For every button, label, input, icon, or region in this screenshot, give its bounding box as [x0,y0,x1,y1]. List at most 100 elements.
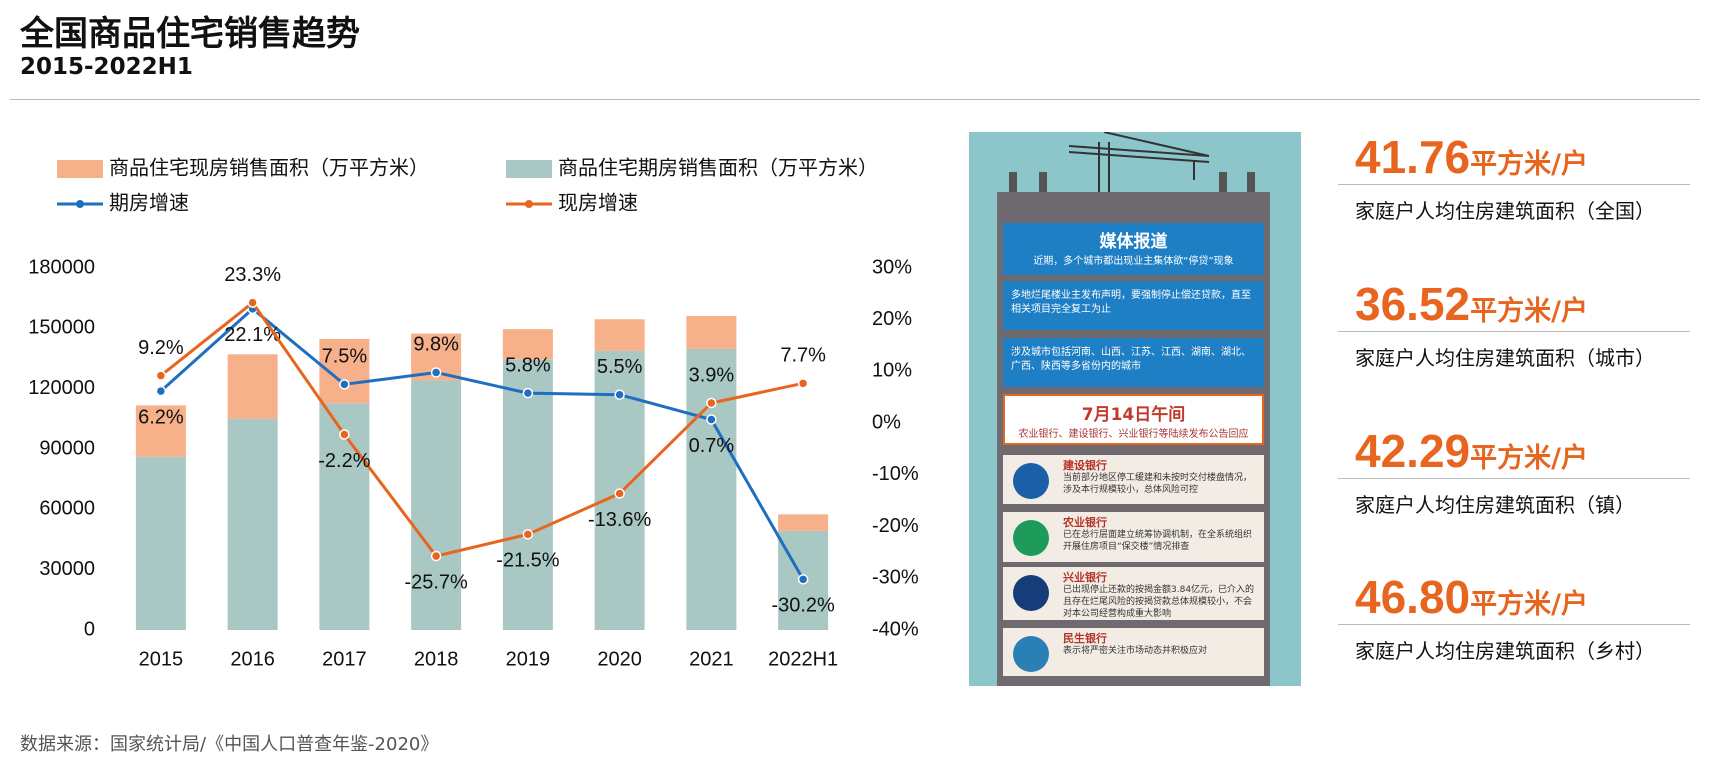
bank-icon [1013,520,1049,556]
note: 涉及城市包括河南、山西、江苏、江西、湖南、湖北、广西、陕西等多省份内的城市 [1003,338,1264,387]
x-tick-label: 2019 [506,648,551,670]
legend-swatch [506,160,552,178]
stat-label: 家庭户人均住房建筑面积（镇） [1355,493,1635,517]
point [339,379,350,390]
bank-text: 已出现停止还款的按揭金额3.84亿元，已介入的且存在烂尾风险的按揭贷款总体规模较… [1063,585,1255,619]
bar [227,354,278,419]
data-label: -21.5% [496,550,560,572]
point [614,488,625,499]
stat: 36.52平方米/户 家庭户人均住房建筑面积（城市） [1338,277,1690,371]
bank-box: 农业银行 已在总行层面建立统筹协调机制，在全系统组织开展住房项目“保交楼”情况排查 [1003,512,1264,562]
y2-tick-label: -40% [872,618,919,640]
stat: 42.29平方米/户 家庭户人均住房建筑面积（镇） [1338,424,1690,518]
stat-divider [1338,624,1690,625]
bank-name: 兴业银行 [1063,571,1107,584]
point [797,574,809,585]
point [797,378,809,389]
point [522,529,534,540]
stat: 46.80平方米/户 家庭户人均住房建筑面积（乡村） [1338,570,1690,664]
x-tick-label: 2016 [230,648,275,670]
point [614,389,625,400]
point [706,414,717,425]
info-subtitle: 近期，多个城市都出现业主集体欲“停贷”现象 [1033,256,1234,267]
y2-tick-label: 10% [872,360,912,382]
bank-box: 民生银行 表示将严密关注市场动态并积极应对 [1003,628,1264,676]
bank-name: 民生银行 [1063,632,1107,645]
stat-divider [1338,478,1690,479]
data-label: 9.2% [138,337,184,359]
point [522,387,534,399]
data-label: -30.2% [771,595,835,617]
legend-label: 商品住宅期房销售面积（万平方米） [558,156,878,180]
legend-marker [76,200,84,208]
point [339,429,350,440]
legend-label: 期房增速 [109,191,189,215]
data-label: 9.8% [413,334,459,356]
line [159,300,804,558]
date-box: 7月14日午间 农业银行、建设银行、兴业银行等陆续发布公告回应 [1003,394,1264,445]
point [706,397,717,409]
data-label: 6.2% [138,406,184,428]
legend-marker [525,200,533,208]
title: 全国商品住宅销售趋势 [20,14,360,54]
bar [502,329,553,360]
data-label: 7.5% [322,346,368,368]
data-label: 23.3% [224,264,281,286]
bar [594,319,645,351]
source-note: 数据来源：国家统计局/《中国人口普查年鉴-2020》 [20,734,439,755]
bar [502,359,553,630]
bar [411,380,462,630]
info-title: 媒体报道 [1099,232,1168,252]
data-label: 5.5% [597,356,643,378]
data-label: -13.6% [588,509,652,531]
bar [135,456,186,630]
y-tick-label: 150000 [28,317,95,339]
info-date-note: 农业银行、建设银行、兴业银行等陆续发布公告回应 [1018,429,1249,440]
x-tick-label: 2022H1 [768,648,838,670]
infographic: 媒体报道 近期，多个城市都出现业主集体欲“停贷”现象 多地烂尾楼业主发布声明，要… [969,132,1301,686]
y-tick-label: 60000 [39,498,95,520]
y-tick-label: 90000 [39,437,95,459]
point [155,370,167,381]
bank-icon [1013,463,1049,499]
stat-label: 家庭户人均住房建筑面积（全国） [1355,199,1655,223]
stat-label: 家庭户人均住房建筑面积（乡村） [1355,639,1655,663]
y2-tick-label: 30% [872,256,912,278]
line [159,306,805,581]
x-tick-label: 2020 [597,648,642,670]
bank-name: 建设银行 [1063,459,1107,472]
bank-text: 已在总行层面建立统筹协调机制，在全系统组织开展住房项目“保交楼”情况排查 [1063,530,1253,552]
legend-label: 现房增速 [558,191,638,215]
y2-tick-label: 0% [872,411,901,433]
note: 多地烂尾楼业主发布声明，要强制停止偿还贷款，直至相关项目完全复工为止 [1003,281,1264,330]
point [430,367,442,378]
bar [778,514,829,531]
stat-value: 41.76 [1355,131,1471,183]
y2-tick-label: 20% [872,308,912,330]
bank-box: 兴业银行 已出现停止还款的按揭金额3.84亿元，已介入的且存在烂尾风险的按揭贷款总… [1003,567,1264,620]
data-label: 5.8% [505,354,551,376]
stat-unit: 平方米/户 [1470,296,1588,327]
bar [135,405,186,457]
y-tick-label: 180000 [28,256,95,278]
bank-icon [1013,636,1049,672]
bar [227,418,278,630]
chart: 0 30000 60000 90000 120000 150000 180000 -40% -3… [28,156,919,671]
y2-tick-label: -20% [872,515,919,537]
point [155,385,167,397]
stat-unit: 平方米/户 [1470,149,1588,180]
data-label: 22.1% [224,324,281,346]
data-label: 7.7% [780,345,826,367]
stat-label: 家庭户人均住房建筑面积（城市） [1355,346,1655,370]
bar [686,316,737,349]
y-tick-label: 120000 [28,377,95,399]
bank-text: 当前部分地区停工缓建和未按时交付楼盘情况，涉及本行规模较小，总体风险可控 [1063,473,1253,495]
bank-icon [1013,575,1049,611]
y2-tick-label: -30% [872,567,919,589]
data-label: 3.9% [689,364,735,386]
stat-divider [1338,331,1690,332]
bank-text: 表示将严密关注市场动态并积极应对 [1063,646,1208,656]
legend-swatch [57,160,103,178]
y-tick-label: 30000 [39,558,95,580]
